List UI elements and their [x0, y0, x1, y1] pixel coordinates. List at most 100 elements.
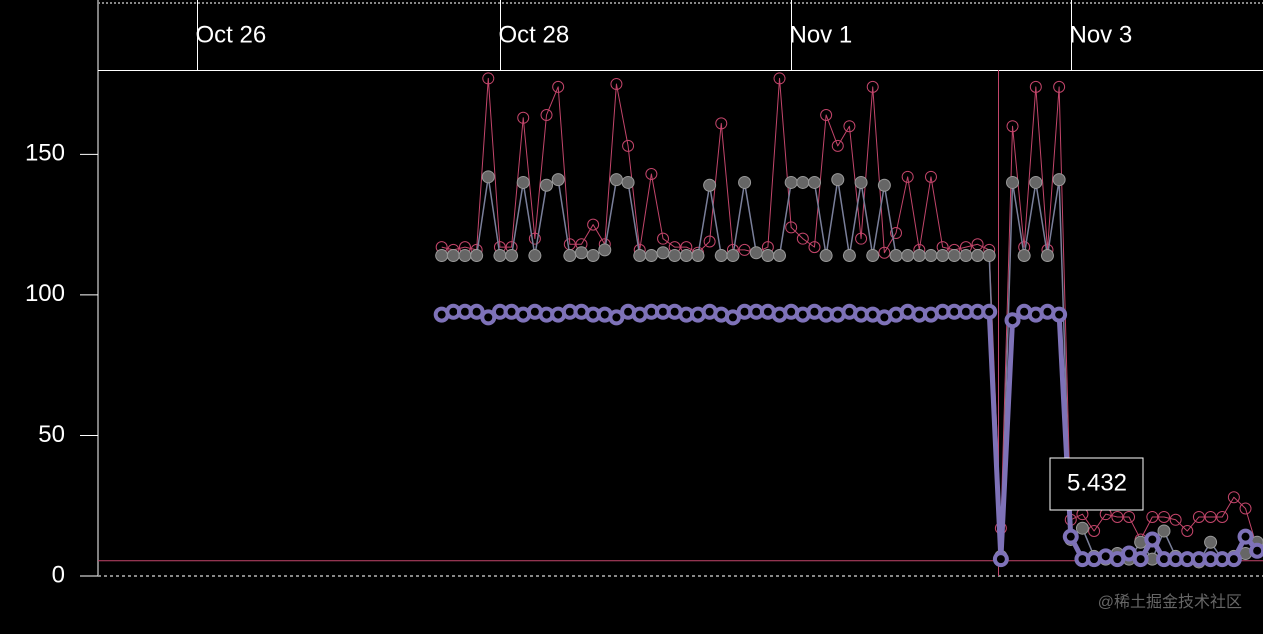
point [726, 249, 740, 263]
point [1006, 175, 1020, 189]
point [855, 232, 868, 245]
point [610, 78, 623, 91]
point [1157, 524, 1171, 538]
point [936, 249, 950, 263]
point [622, 139, 635, 152]
point [924, 249, 938, 263]
point [785, 221, 798, 234]
series-line [441, 309, 1260, 562]
point [1132, 551, 1149, 568]
point [843, 120, 856, 133]
point [842, 249, 856, 263]
y-tick-label: 100 [25, 280, 65, 307]
point [992, 551, 1009, 568]
point [1075, 521, 1089, 535]
point [1040, 249, 1054, 263]
point [714, 249, 728, 263]
point [540, 108, 553, 121]
point [1029, 80, 1042, 93]
point [1204, 535, 1218, 549]
point [831, 139, 844, 152]
point [621, 175, 635, 189]
point [1192, 510, 1205, 523]
point [446, 249, 460, 263]
point [819, 249, 833, 263]
point [1216, 510, 1229, 523]
point [1227, 491, 1240, 504]
point [971, 249, 985, 263]
point [773, 72, 786, 85]
point [1006, 120, 1019, 133]
point [645, 168, 658, 181]
point [831, 173, 845, 187]
point [1017, 249, 1031, 263]
point [668, 249, 682, 263]
point [563, 249, 577, 263]
point [1157, 510, 1170, 523]
point [633, 249, 647, 263]
point [482, 72, 495, 85]
point [1051, 306, 1068, 323]
x-tick-label: Nov 1 [790, 21, 853, 48]
y-tick-label: 50 [38, 421, 65, 448]
point [644, 249, 658, 263]
point [493, 249, 507, 263]
point [901, 170, 914, 183]
annotation-label: 5.432 [1067, 469, 1127, 496]
point [1111, 510, 1124, 523]
point [552, 80, 565, 93]
point [1088, 525, 1101, 538]
point [890, 227, 903, 240]
point [866, 80, 879, 93]
point [796, 232, 809, 245]
point [773, 249, 787, 263]
point [1225, 551, 1242, 568]
point [1204, 510, 1217, 523]
y-tick-label: 0 [52, 561, 65, 588]
point [947, 249, 961, 263]
point [878, 246, 891, 259]
point [820, 108, 833, 121]
point [1062, 528, 1079, 545]
point [703, 178, 717, 192]
point [1004, 312, 1021, 329]
point [981, 303, 998, 320]
point [586, 249, 600, 263]
point [598, 243, 612, 257]
point [784, 175, 798, 189]
point [516, 175, 530, 189]
point [540, 178, 554, 192]
point [609, 173, 623, 187]
series-line [441, 77, 1258, 549]
point [738, 175, 752, 189]
point [1181, 525, 1194, 538]
point [1237, 528, 1254, 545]
point [749, 246, 763, 260]
point [877, 178, 891, 192]
point [1053, 80, 1066, 93]
point [1146, 510, 1159, 523]
point [924, 170, 937, 183]
point [738, 243, 751, 256]
x-tick-label: Nov 3 [1070, 21, 1133, 48]
point [505, 249, 519, 263]
point [1239, 502, 1252, 515]
point [808, 241, 821, 254]
point [470, 249, 484, 263]
point [703, 235, 716, 248]
point [1249, 542, 1263, 559]
point [1123, 510, 1136, 523]
point [587, 218, 600, 231]
point [1169, 513, 1182, 526]
point [458, 249, 472, 263]
annotation-box [1049, 457, 1144, 511]
point [574, 246, 588, 260]
point [551, 173, 565, 187]
point [528, 232, 541, 245]
point [889, 249, 903, 263]
point [959, 249, 973, 263]
watermark: @稀土掘金技术社区 [1098, 593, 1242, 611]
x-tick-label: Oct 28 [499, 21, 570, 48]
point [517, 111, 530, 124]
